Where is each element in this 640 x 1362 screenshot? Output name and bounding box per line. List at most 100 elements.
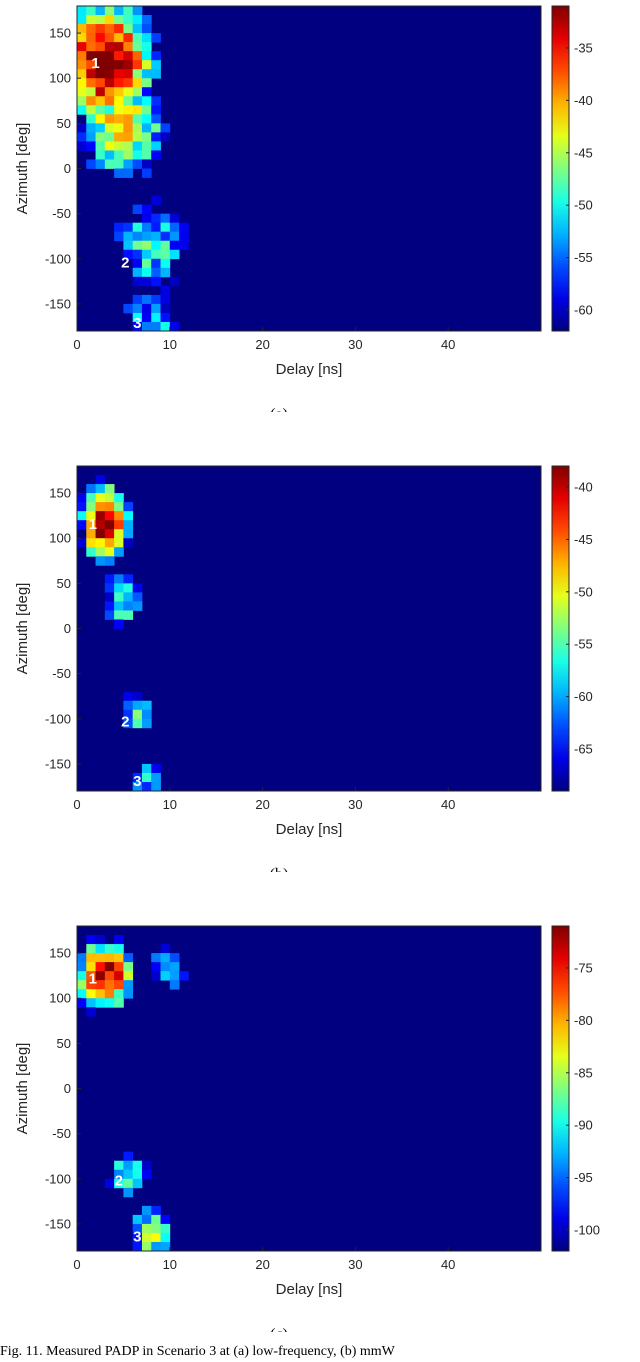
heatmap-cell [151,303,161,314]
heatmap-cell [95,484,106,494]
heatmap-cell [104,159,115,169]
heatmap-cell [114,141,124,151]
heatmap-cell [114,51,124,61]
heatmap-cell [114,610,124,620]
heatmap-cell [160,944,171,954]
heatmap-cell [114,962,124,972]
colorbar [551,5,570,332]
heatmap-cell [123,718,134,729]
heatmap-cell [151,141,161,151]
heatmap-cell [160,213,171,224]
heatmap-cell [151,69,161,79]
colorbar-tick-label: -65 [574,742,593,757]
heatmap-cell [151,213,161,224]
heatmap-cell [123,980,134,990]
heatmap-cell [86,96,96,106]
heatmap-cell [151,249,161,260]
heatmap-cell [151,772,161,783]
heatmap-cell [123,240,134,251]
x-tick-label: 20 [255,337,269,352]
heatmap-cell [141,213,152,224]
heatmap-cell [123,150,134,160]
heatmap-cell [123,1187,134,1198]
heatmap-cell [151,96,161,106]
heatmap-cell [141,222,152,233]
heatmap-cell [104,980,115,990]
heatmap-cell [141,87,152,97]
heatmap-cell [95,989,106,999]
heatmap-cell [123,69,134,79]
heatmap-cell [151,1223,161,1234]
heatmap-cell [123,511,134,521]
heatmap-cells [77,475,161,792]
heatmap-cell [114,60,124,70]
heatmap-cell [151,222,161,233]
heatmap-cell [114,511,124,521]
heatmap-cell [132,240,143,251]
heatmap-cell [123,989,134,999]
heatmap-cell [123,24,134,34]
heatmap-cell [123,114,134,124]
y-tick-label: 100 [49,991,71,1006]
subfigure-caption: (c) [270,1326,288,1332]
heatmap-cell [132,24,143,34]
heatmap-cell [151,51,161,61]
colorbar-tick-label: -35 [574,40,593,55]
heatmap-cell [132,294,143,305]
heatmap-cell [141,312,152,323]
heatmap-cell [151,781,161,792]
heatmap-cell [123,51,134,61]
colorbar-tick-label: -95 [574,1170,593,1185]
y-tick-label: 100 [49,531,71,546]
heatmap-cell [95,60,106,70]
heatmap-cell [114,6,124,16]
heatmap-cell [86,60,96,70]
heatmap-cell [123,538,134,548]
heatmap-cell [104,69,115,79]
heatmap-cell [123,168,134,178]
heatmap-cell [86,114,96,124]
heatmap-cell [123,60,134,70]
heatmap-cell [151,312,161,323]
heatmap-cell [179,231,189,242]
heatmap-cell [123,1169,134,1180]
heatmap-cell [114,69,124,79]
heatmap-cell [160,222,171,233]
y-tick-label: -100 [45,251,71,266]
heatmap-cell [132,709,143,720]
heatmap-cell [132,51,143,61]
heatmap-cell [86,511,96,521]
heatmap-cell [86,989,96,999]
heatmap-cell [77,42,87,52]
heatmap-cell [123,583,134,593]
y-tick-label: -150 [45,296,71,311]
heatmap-cell [95,962,106,972]
heatmap-cell [151,763,161,774]
heatmap-cell [86,105,96,115]
heatmap-cell [132,159,143,169]
heatmap-cell [141,249,152,260]
heatmap-cell [160,971,171,981]
padp-heatmap-panel-1: 0 10 20 30 40 150 100 50 0 -50 -100 -150 Delay [ns] A… [14,465,593,872]
heatmap-cell [151,1232,161,1243]
heatmap-cell [77,998,87,1008]
heatmap-cell [151,1241,161,1252]
heatmap-cell [77,60,87,70]
heatmap-cell [114,96,124,106]
heatmap-cell [169,222,180,233]
heatmap-cell [151,962,161,972]
heatmap-cell [95,538,106,548]
heatmap-cell [123,1151,134,1162]
heatmap-cell [123,529,134,539]
heatmap-cell [141,15,152,25]
heatmap-cell [132,132,143,142]
heatmap-cell [104,42,115,52]
heatmap-cell [95,33,106,43]
heatmap-cell [95,69,106,79]
heatmap-cell [169,240,180,251]
heatmap-cell [104,538,115,548]
heatmap-cell [77,980,87,990]
heatmap-cell [77,78,87,88]
colorbar-tick-label: -40 [574,93,593,108]
heatmap-cell [104,962,115,972]
